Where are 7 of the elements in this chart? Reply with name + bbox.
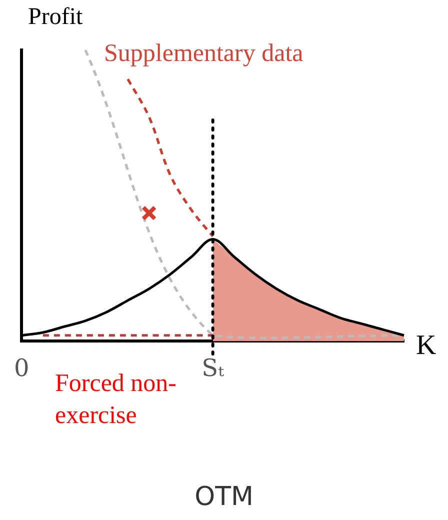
x-tick-label: Sₜ [202,354,224,382]
text: OTM [194,482,254,512]
y-axis-title: Profit [28,4,83,31]
text: Forced non-exercise [55,370,176,429]
x-axis-title: K [416,330,436,362]
annotation: Supplementary data [104,40,304,68]
x-tick-label: 0 [14,354,30,382]
